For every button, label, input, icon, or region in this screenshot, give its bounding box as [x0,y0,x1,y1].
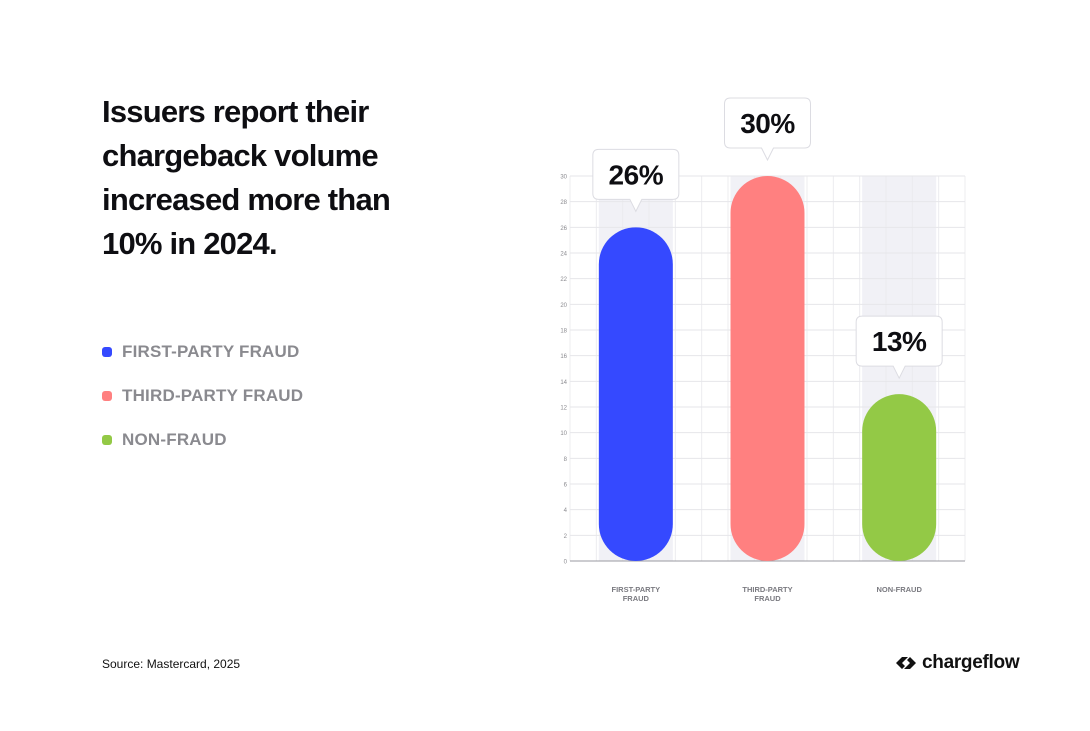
y-tick-label: 8 [564,457,568,463]
y-tick-label: 6 [564,483,568,489]
x-tick-label: FIRST-PARTY FRAUD [612,585,661,603]
legend-item-non-fraud: NON-FRAUD [102,418,303,462]
legend-label: THIRD-PARTY FRAUD [122,386,304,405]
bar-chart: 0 2 4 6 8 10 12 14 16 18 20 22 24 26 28 30 26% FIRST-PART… [540,80,980,620]
y-tick-label: 16 [560,354,567,360]
bar [598,227,673,562]
brand-logo: chargeflow [895,652,1020,674]
x-tick-label: THIRD-PARTY FRAUD [742,585,792,603]
data-label: 30% [740,108,795,139]
y-tick-label: 0 [564,560,568,566]
legend-item-first-party: FIRST-PARTY FRAUD [102,330,303,374]
legend-label: FIRST-PARTY FRAUD [122,342,300,361]
y-tick-label: 10 [560,431,567,437]
legend-swatch [102,347,112,357]
y-tick-label: 12 [560,406,567,412]
legend-swatch [102,391,112,401]
y-tick-label: 26 [560,226,567,232]
data-label: 13% [872,326,927,357]
bar [730,176,805,561]
y-tick-label: 24 [560,252,567,258]
y-tick-label: 18 [560,329,567,335]
legend-item-third-party: THIRD-PARTY FRAUD [102,374,303,418]
y-tick-label: 14 [560,380,567,386]
y-tick-label: 30 [560,175,567,181]
legend: FIRST-PARTY FRAUD THIRD-PARTY FRAUD NON-… [102,330,303,462]
y-tick-label: 22 [560,277,567,283]
y-tick-label: 4 [564,508,568,514]
bar [862,394,937,561]
legend-label: NON-FRAUD [122,430,227,449]
headline: Issuers report their chargeback volume i… [102,94,391,261]
x-tick-label: NON-FRAUD [876,585,922,594]
value-callout [724,97,811,162]
y-tick-label: 2 [564,534,568,540]
brand-name: chargeflow [922,652,1020,673]
y-tick-label: 28 [560,200,567,206]
data-label: 26% [609,159,664,190]
y-tick-label: 20 [560,303,567,309]
value-callout [855,315,943,380]
source-note: Source: Mastercard, 2025 [102,657,241,671]
value-callout [592,148,680,213]
legend-swatch [102,435,112,445]
chargeflow-logo-icon [896,657,916,669]
